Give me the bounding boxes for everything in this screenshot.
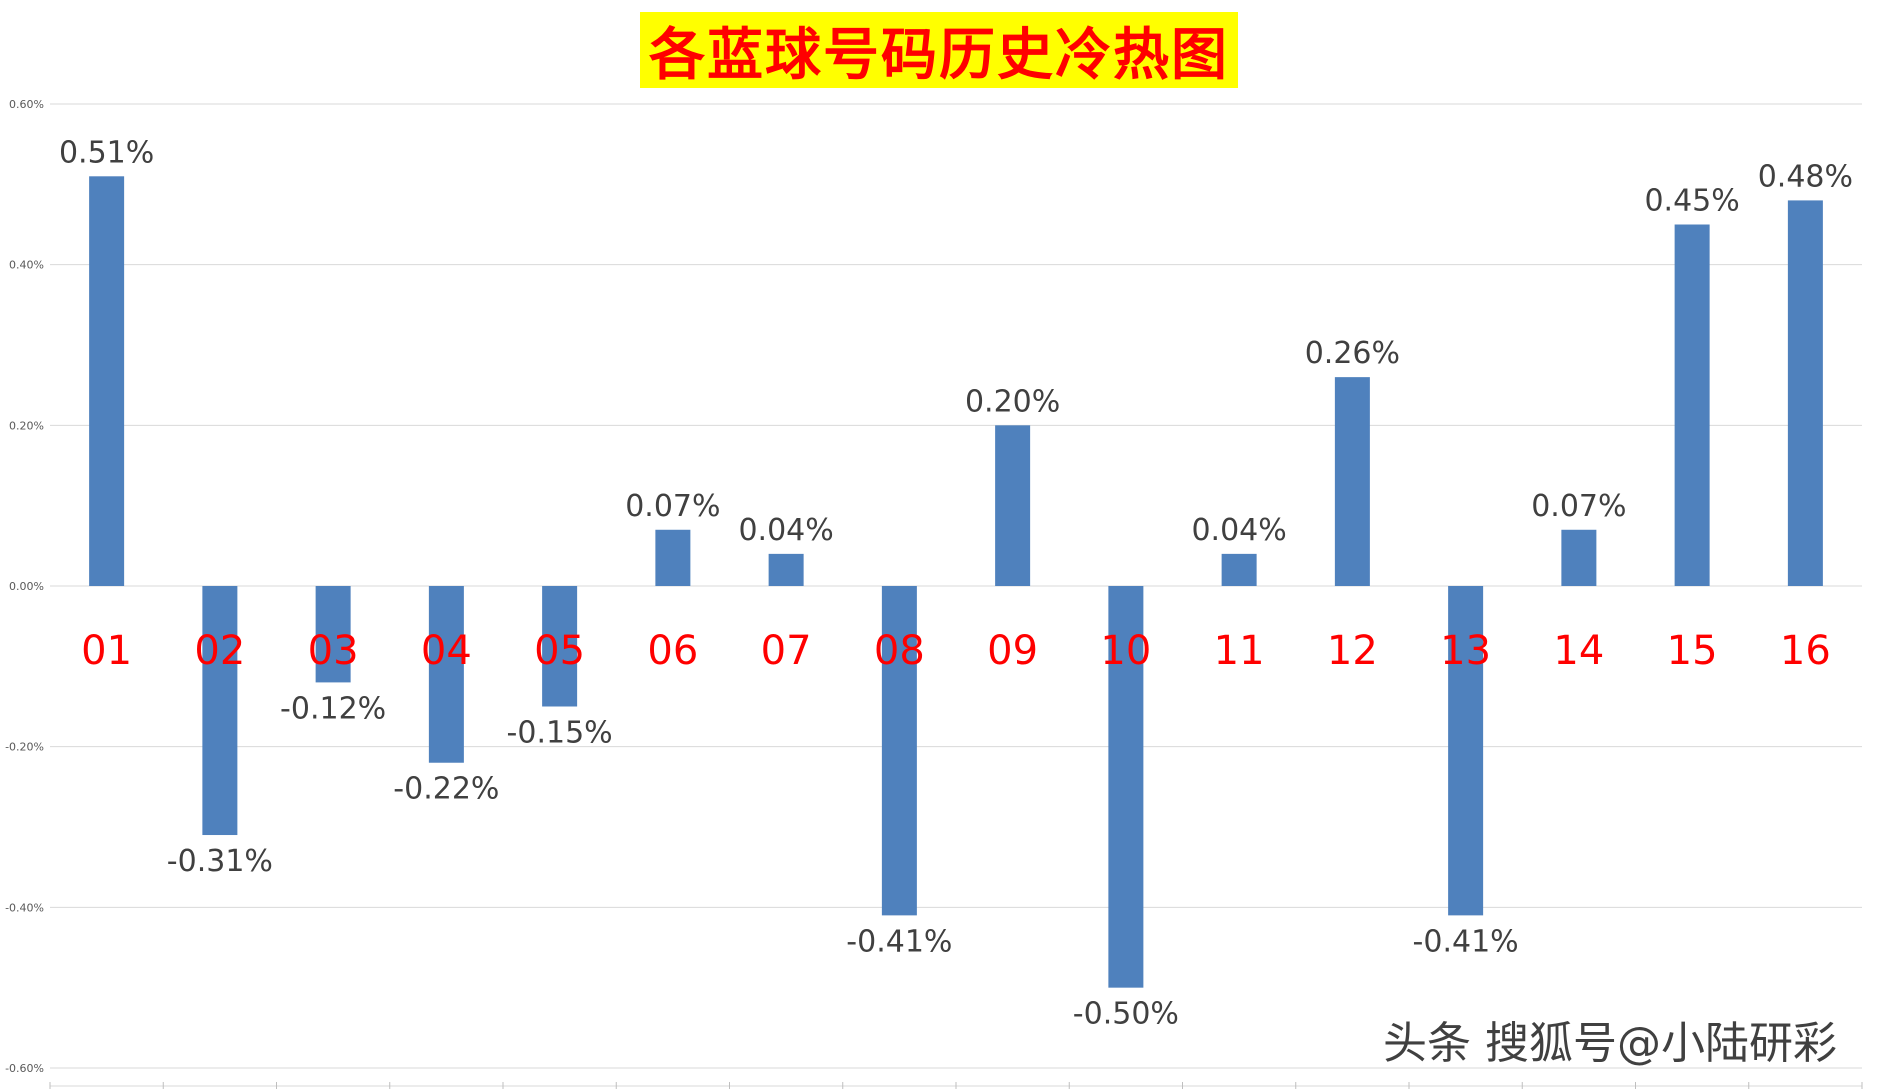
bar-13 [1448,586,1484,916]
category-label: 10 [1100,628,1151,674]
category-label: 15 [1667,628,1718,674]
data-label: 0.51% [59,135,154,170]
bar-05 [542,586,578,707]
y-tick-label: -0.20% [5,741,44,754]
data-label: -0.41% [846,924,952,959]
category-label: 13 [1440,628,1491,674]
category-label: 16 [1780,628,1831,674]
category-label: 02 [194,628,245,674]
bar-16 [1787,200,1823,586]
bar-11 [1221,553,1257,586]
category-label: 11 [1214,628,1265,674]
bar-08 [881,586,917,916]
data-label: 0.07% [1531,489,1626,524]
bar-10 [1108,586,1144,988]
data-label: 0.04% [1191,513,1286,548]
y-tick-label: 0.00% [9,580,44,593]
data-label: -0.12% [280,691,386,726]
data-label: 0.26% [1305,336,1400,371]
chart-title: 各蓝球号码历史冷热图 [649,21,1229,88]
bar-01 [89,176,125,587]
data-label: -0.31% [167,844,273,879]
data-label: -0.50% [1073,997,1179,1032]
y-tick-label: -0.40% [5,901,44,914]
bar-14 [1561,529,1597,586]
data-label: 0.45% [1644,184,1739,219]
y-tick-label: 0.20% [9,419,44,432]
y-tick-label: 0.60% [9,98,44,111]
bar-12 [1334,377,1370,586]
category-label: 14 [1553,628,1604,674]
category-label: 12 [1327,628,1378,674]
category-label: 01 [81,628,132,674]
chart-title-box: 各蓝球号码历史冷热图 [640,12,1238,88]
category-label: 06 [647,628,698,674]
data-label: -0.22% [393,772,499,807]
category-label: 05 [534,628,585,674]
data-label: 0.04% [738,513,833,548]
bar-04 [428,586,464,763]
category-label: 08 [874,628,925,674]
bar-02 [202,586,238,836]
data-label: 0.20% [965,384,1060,419]
bar-09 [995,425,1031,586]
bar-15 [1674,224,1710,586]
y-tick-label: -0.60% [5,1062,44,1075]
watermark: 头条 搜狐号@小陆研彩 [1383,1018,1837,1069]
data-label: -0.41% [1413,924,1519,959]
data-label: 0.48% [1758,159,1853,194]
category-label: 04 [421,628,472,674]
category-label: 07 [761,628,812,674]
bar-03 [315,586,351,683]
data-label: 0.07% [625,489,720,524]
category-label: 03 [308,628,359,674]
bar-06 [655,529,691,586]
category-label: 09 [987,628,1038,674]
data-label: -0.15% [507,716,613,751]
bar-07 [768,553,804,586]
y-tick-label: 0.40% [9,259,44,272]
